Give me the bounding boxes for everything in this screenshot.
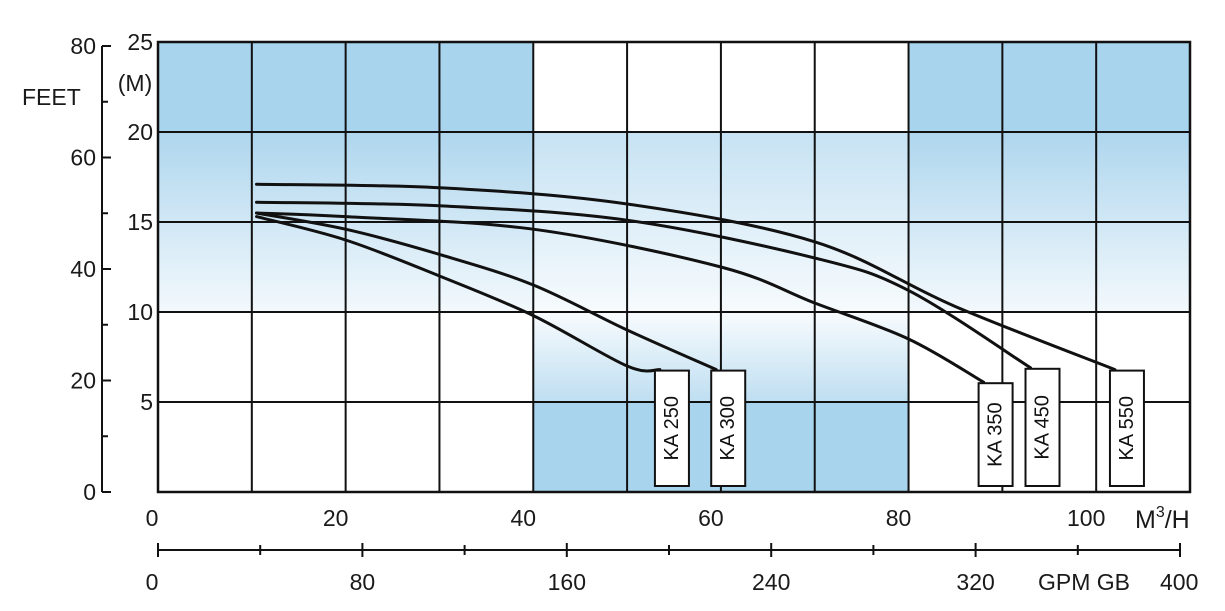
x-tick-label: 20	[323, 505, 349, 531]
axes: 0 20 40 60 80 5 10 15 20 25 0 20 40 60 80 100 0 80 160 240 3…	[70, 29, 1198, 595]
y2-tick-label: 40	[70, 256, 96, 282]
label-ka-250: KA 250	[653, 369, 690, 488]
x2-tick-label: 320	[956, 569, 994, 595]
y-tick-label: 5	[140, 389, 153, 415]
y2-tick-label: 20	[70, 368, 96, 394]
x2-tick-label: 400	[1160, 569, 1198, 595]
shade-block	[908, 42, 1190, 132]
label-text-ka-350: KA 350	[985, 402, 1007, 467]
x2-tick-label: 160	[548, 569, 586, 595]
curve-ka-550	[255, 182, 1117, 372]
label-ka-300: KA 300	[710, 369, 747, 488]
curve-ka-300	[255, 211, 718, 372]
label-ka-550: KA 550	[1108, 369, 1145, 488]
label-text-ka-250: KA 250	[661, 396, 683, 461]
x-tick-label: 80	[886, 505, 912, 531]
y-axis-unit-label: (M)	[118, 70, 152, 96]
label-box-ka-550	[1108, 369, 1145, 488]
label-ka-350: KA 350	[977, 382, 1014, 488]
label-box-ka-450	[1024, 367, 1061, 487]
x2-tick-label: 240	[752, 569, 790, 595]
curve-ka-250	[255, 215, 662, 373]
y-axis-secondary-unit-label: FEET	[22, 84, 81, 110]
label-box-ka-300	[710, 369, 747, 488]
pump-curves	[255, 182, 1117, 384]
y-tick-label: 10	[127, 299, 153, 325]
label-text-ka-450: KA 450	[1032, 395, 1054, 460]
y-tick-label: 15	[127, 209, 153, 235]
label-text-ka-300: KA 300	[717, 396, 739, 461]
x-tick-label: 60	[698, 505, 724, 531]
y-tick-label: 25	[127, 29, 153, 55]
x2-tick-label: 0	[146, 569, 159, 595]
curve-labels: KA 250 KA 300 KA 350 KA 450 KA 550	[653, 367, 1145, 488]
x-tick-label: 40	[510, 505, 536, 531]
label-box-ka-350	[977, 382, 1014, 488]
curve-ka-350	[255, 211, 986, 384]
label-box-ka-250	[653, 369, 690, 488]
y-tick-label: 20	[127, 119, 153, 145]
label-ka-450: KA 450	[1024, 367, 1061, 487]
x-tick-label: 0	[146, 505, 159, 531]
x-axis-unit-label: M3/H	[1135, 504, 1190, 534]
y2-tick-label: 80	[70, 33, 96, 59]
x2-tick-label: 80	[350, 569, 376, 595]
label-text-ka-550: KA 550	[1116, 396, 1138, 461]
plot-border	[156, 40, 1192, 494]
x-tick-label: 100	[1067, 505, 1105, 531]
y2-tick-label: 60	[70, 145, 96, 171]
y2-tick-label: 0	[83, 479, 96, 505]
x-axis-secondary-unit-label: GPM GB	[1038, 569, 1130, 595]
curve-ka-450	[255, 200, 1032, 370]
